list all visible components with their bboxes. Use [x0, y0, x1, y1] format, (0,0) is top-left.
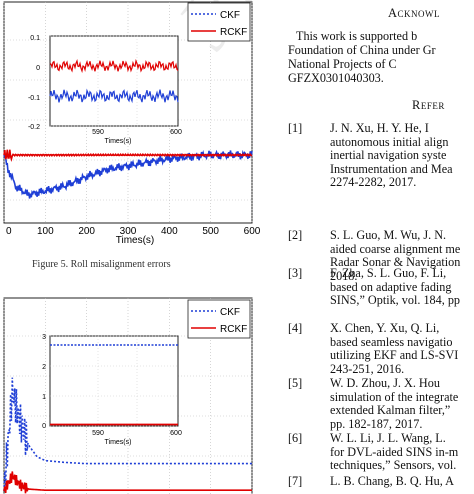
fig6-inset-ytick-1: 2 [42, 364, 46, 371]
reference-number: [5] [288, 376, 303, 390]
reference-number: [7] [288, 474, 303, 488]
fig6-inset-ytick-0: 3 [42, 334, 46, 341]
references-header: Refer [412, 98, 445, 112]
fig5-series-rckf [3, 149, 253, 162]
fig6-inset-ytick-2: 1 [42, 394, 46, 401]
fig6-legend-rckf: RCKF [220, 324, 247, 335]
fig6-inset-xtick-0: 590 [92, 430, 104, 437]
fig5-inset-xlabel: Times(s) [105, 138, 132, 145]
fig6-inset-xlabel: Times(s) [105, 439, 132, 446]
reference-line: inertial navigation syste [330, 148, 447, 163]
ack-line-1: This work is supported b [296, 29, 418, 43]
fig5-xtick-300: 300 [120, 226, 137, 237]
reference-line: extended Kalman filter,” [330, 403, 451, 418]
reference-line: 2274-2282, 2017. [330, 175, 417, 190]
fig6-inset-frame [49, 335, 179, 427]
ack-line-3: National Projects of C [288, 57, 397, 71]
fig5-xtick-500: 500 [202, 226, 219, 237]
reference-line: F. Zha, S. L. Guo, F. Li, [330, 266, 447, 280]
ack-line-4: GFZX0301040303. [288, 71, 384, 85]
fig5-inset-series-ckf [49, 88, 179, 104]
reference-line: utilizing EKF and LS-SVI [330, 348, 459, 363]
fig5-xtick-400: 400 [161, 226, 178, 237]
fig6-inset-xtick-1: 600 [170, 430, 182, 437]
figure6-chart: 3 2 1 0 590 600 Times(s) CKF RCKF [3, 297, 253, 494]
reference-line: W. D. Zhou, J. X. Hou [330, 376, 440, 390]
reference-number: [3] [288, 266, 303, 280]
fig5-inset-ytick-2: -0.1 [28, 95, 40, 102]
reference-line: simulation of the integrate [330, 389, 459, 404]
fig6-inset-ytick-3: 0 [42, 423, 46, 430]
reference-line: X. Chen, Y. Xu, Q. Li, [330, 321, 440, 335]
reference-number: [4] [288, 321, 303, 335]
reference-line: autonomous initial align [330, 134, 449, 149]
fig6-series-rckf [3, 471, 252, 494]
reference-line: techniques,” Sensors, vol. [330, 458, 457, 473]
reference-line: for DVL-aided SINS in-m [330, 444, 459, 459]
reference-line: 2018. [330, 268, 358, 283]
reference-number: [1] [288, 121, 303, 135]
fig5-inset-frame [49, 35, 179, 127]
reference-line: based on adaptive fading [330, 279, 452, 294]
fig6-legend [187, 299, 251, 339]
fig5-series-ckf [3, 149, 253, 199]
reference-line: based seamless navigatio [330, 334, 453, 349]
reference-number: [6] [288, 431, 303, 445]
fig5-xtick-600: 600 [244, 226, 261, 237]
reference-line: W. L. Li, J. L. Wang, L. [330, 431, 446, 445]
ack-header: Acknowl [388, 6, 441, 20]
fig6-series-ckf [3, 377, 252, 492]
fig5-inset-ytick-3: -0.2 [28, 124, 40, 131]
ack-line-2: Foundation of China under Gr [288, 43, 436, 57]
fig5-xtick-labels: 0 100 200 300 400 500 600 [6, 226, 261, 237]
fig5-legend-rckf: RCKF [220, 27, 247, 38]
reference-line: Radar Sonar & Navigation [330, 255, 461, 270]
fig6-inset-plot [50, 335, 178, 427]
fig5-inset-series-rckf [49, 58, 179, 74]
reference-number: [2] [288, 228, 303, 242]
fig5-inset-xtick-0: 590 [92, 129, 104, 136]
fig5-inset-xtick-1: 600 [170, 129, 182, 136]
fig5-xlabel: Times(s) [116, 235, 155, 246]
fig5-inset-ytick-1: 0 [36, 65, 40, 72]
fig5-xtick-200: 200 [78, 226, 95, 237]
fig5-inset-plot [49, 35, 179, 127]
fig5-legend-ckf: CKF [220, 10, 240, 21]
reference-line: S. L. Guo, M. Wu, J. N. [330, 228, 447, 242]
fig5-xtick-100: 100 [37, 226, 54, 237]
fig6-legend-ckf: CKF [220, 307, 240, 318]
reference-line: aided coarse alignment me [330, 241, 461, 256]
reference-line: J. N. Xu, H. Y. He, I [330, 121, 429, 135]
reference-line: Instrumentation and Mea [330, 161, 453, 176]
reference-line: 243-251, 2016. [330, 361, 405, 376]
fig5-inset-ytick-0: 0.1 [30, 35, 40, 42]
fig5-xtick-0: 0 [6, 226, 12, 237]
fig5-legend [187, 2, 251, 42]
reference-line: pp. 182-187, 2017. [330, 416, 423, 431]
reference-line: SINS,” Optik, vol. 184, pp [330, 293, 461, 308]
reference-line: L. B. Chang, B. Q. Hu, A [330, 474, 454, 488]
fig5-caption: Figure 5. Roll misalignment errors [32, 259, 171, 270]
figure5-chart: 0 100 200 300 400 500 600 Times(s) 0.1 0 -0.1 … [3, 1, 261, 246]
